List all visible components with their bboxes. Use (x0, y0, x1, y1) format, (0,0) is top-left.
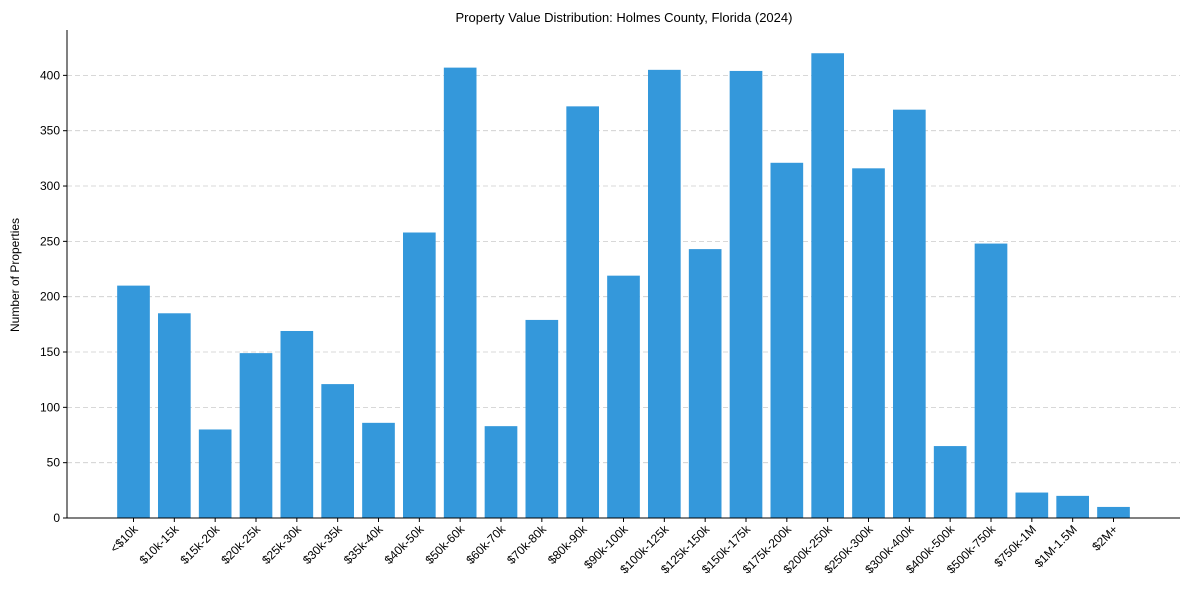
x-tick-label: $25k-30k (259, 522, 305, 568)
bar (607, 275, 640, 518)
y-tick-label: 50 (47, 456, 61, 470)
x-tick-label: $2M+ (1089, 522, 1120, 553)
chart-title: Property Value Distribution: Holmes Coun… (456, 10, 793, 25)
bar (403, 232, 436, 518)
bar (1015, 492, 1049, 518)
bar (321, 384, 354, 518)
bar (239, 353, 273, 518)
bar (770, 162, 804, 518)
bar (688, 249, 722, 518)
x-tick-label: $50k-60k (422, 522, 468, 568)
y-axis-label: Number of Properties (8, 218, 22, 332)
y-tick-label: 0 (53, 511, 60, 525)
y-ticks: 0 50 100 150 200 250 300 350 400 (40, 68, 67, 525)
y-tick-label: 250 (40, 234, 60, 248)
x-tick-label: $10k-15k (137, 522, 183, 568)
bar (198, 429, 232, 518)
y-tick-label: 100 (40, 400, 60, 414)
bar (893, 109, 926, 519)
bars (117, 53, 1130, 519)
bar (566, 106, 599, 518)
bar (729, 70, 763, 519)
bar (852, 168, 885, 518)
y-tick-label: 300 (40, 179, 60, 193)
x-tick-label: <$10k (107, 522, 141, 556)
x-tick-label: $70k-80k (504, 522, 550, 568)
x-tick-label: $750k-1M (991, 522, 1039, 570)
x-tick-label: $20k-25k (218, 522, 264, 568)
bar (1056, 495, 1089, 518)
bar (933, 446, 967, 518)
bar (362, 422, 395, 518)
y-tick-label: 400 (40, 68, 60, 82)
x-tick-label: $40k-50k (382, 522, 428, 568)
y-tick-label: 350 (40, 124, 60, 138)
x-tick-label: $1M-1.5M (1032, 522, 1080, 570)
bar (648, 69, 681, 518)
y-tick-label: 150 (40, 345, 60, 359)
bar (974, 243, 1008, 519)
bar (1097, 506, 1130, 518)
bar (525, 319, 559, 518)
y-tick-label: 200 (40, 290, 60, 304)
x-ticks: <$10k$10k-15k$15k-20k$20k-25k$25k-30k$30… (107, 518, 1121, 576)
bar (280, 330, 314, 518)
x-tick-label: $35k-40k (341, 522, 387, 568)
bar (484, 426, 518, 518)
bar (443, 67, 477, 518)
bar (158, 313, 191, 518)
bar (811, 53, 844, 518)
bar (117, 285, 150, 518)
x-tick-label: $15k-20k (177, 522, 223, 568)
x-tick-label: $60k-70k (463, 522, 509, 568)
x-tick-label: $30k-35k (300, 522, 346, 568)
